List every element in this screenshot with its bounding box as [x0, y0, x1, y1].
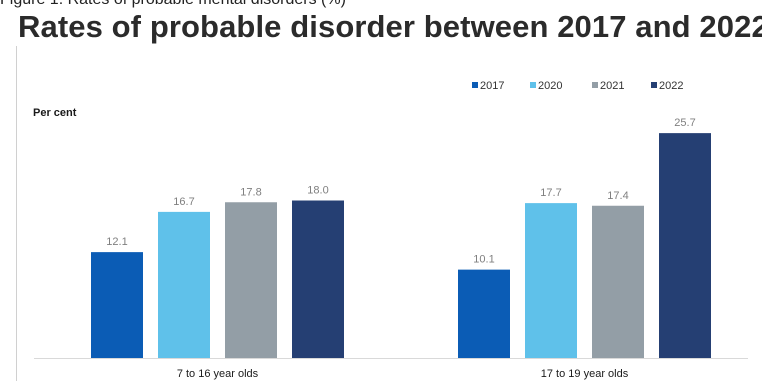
- chart-heading: Rates of probable disorder between 2017 …: [18, 9, 762, 44]
- bar-2017-2: [458, 269, 510, 358]
- panel-border: [16, 46, 17, 381]
- x-tick-label-1: 7 to 16 year olds: [177, 368, 259, 380]
- data-label-2022-2: 25.7: [674, 117, 695, 129]
- legend-swatch-2021: [592, 82, 598, 88]
- legend: 2017 2020 2021 2022: [472, 80, 683, 92]
- legend-label-2017: 2017: [480, 80, 504, 92]
- bar-2021-1: [225, 202, 277, 358]
- data-label-2020-2: 17.7: [540, 187, 561, 199]
- legend-label-2021: 2021: [600, 80, 624, 92]
- data-label-2020-1: 16.7: [173, 196, 194, 208]
- data-label-2022-1: 18.0: [307, 185, 328, 197]
- bar-2022-2: [659, 133, 711, 358]
- legend-label-2020: 2020: [538, 80, 562, 92]
- legend-swatch-2022: [651, 82, 657, 88]
- figure-caption: Figure 1: Rates of probable mental disor…: [0, 0, 346, 9]
- bar-2017-1: [91, 252, 143, 358]
- legend-swatch-2020: [530, 82, 536, 88]
- bar-2020-1: [158, 211, 210, 358]
- y-axis-label: Per cent: [33, 107, 77, 119]
- legend-swatch-2017: [472, 82, 478, 88]
- legend-label-2022: 2022: [659, 80, 683, 92]
- x-tick-label-2: 17 to 19 year olds: [541, 368, 629, 380]
- data-label-2021-2: 17.4: [607, 190, 628, 202]
- bar-2022-1: [292, 200, 344, 358]
- data-label-2017-2: 10.1: [473, 254, 494, 266]
- data-label-2021-1: 17.8: [240, 186, 261, 198]
- bars: 12.1 16.7 17.8 18.0 10.1 17.7 17.4 25.7: [91, 117, 711, 358]
- data-label-2017-1: 12.1: [106, 236, 127, 248]
- bar-2021-2: [592, 205, 644, 358]
- bar-2020-2: [525, 203, 577, 358]
- x-axis-ticks: 7 to 16 year olds 17 to 19 year olds: [177, 368, 629, 380]
